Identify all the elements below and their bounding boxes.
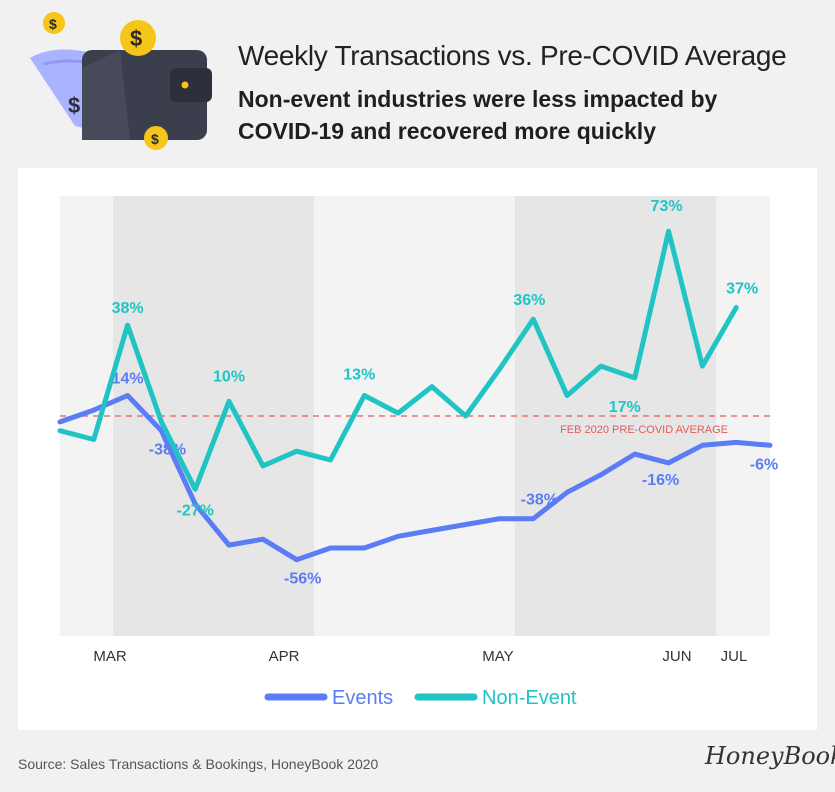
svg-text:$: $ (151, 131, 159, 147)
x-tick-label: MAR (93, 648, 127, 665)
chart-title: Weekly Transactions vs. Pre-COVID Averag… (238, 40, 787, 71)
data-label: 36% (513, 292, 545, 309)
wallet-icon (82, 50, 212, 140)
chart-subtitle: Non-event industries were less impacted … (238, 86, 718, 144)
dollar-coin-icon: $ (144, 126, 168, 150)
dollar-coin-icon: $ (43, 12, 65, 34)
data-label: -16% (642, 472, 679, 489)
series-line-events (57, 393, 773, 563)
data-label: 17% (609, 399, 641, 416)
x-tick-label: JUN (662, 648, 691, 665)
data-label: -38% (521, 492, 558, 509)
data-label: 14% (112, 370, 144, 387)
dollar-coin-icon: $ (120, 20, 156, 56)
data-label: -6% (750, 456, 778, 473)
line-chart: MAR APR MAY JUN JUL FEB 2020 PRE-COVID AVERAG… (57, 196, 778, 709)
data-label: 38% (112, 300, 144, 317)
legend-label: Events (332, 687, 393, 709)
chart-card: MAR APR MAY JUN JUL FEB 2020 PRE-COVID AVERAG… (18, 168, 817, 730)
data-label: -27% (177, 502, 214, 519)
reference-line-label: FEB 2020 PRE-COVID AVERAGE (560, 424, 728, 436)
x-tick-label: JUL (721, 648, 748, 665)
svg-text:$: $ (68, 93, 80, 118)
data-label: -56% (284, 571, 321, 588)
header-illustration: $ $ $ $ (30, 12, 212, 150)
x-tick-label: APR (269, 648, 300, 665)
brand-logo: HoneyBook (705, 742, 835, 770)
data-label: 13% (343, 366, 375, 383)
svg-text:$: $ (130, 26, 142, 51)
data-label: 10% (213, 368, 245, 385)
svg-text:$: $ (49, 16, 57, 32)
data-label: 73% (651, 198, 683, 215)
legend-label: Non-Event (482, 687, 577, 709)
source-note: Source: Sales Transactions & Bookings, H… (18, 756, 379, 772)
x-tick-label: MAY (482, 648, 513, 665)
data-label: 37% (726, 280, 758, 297)
